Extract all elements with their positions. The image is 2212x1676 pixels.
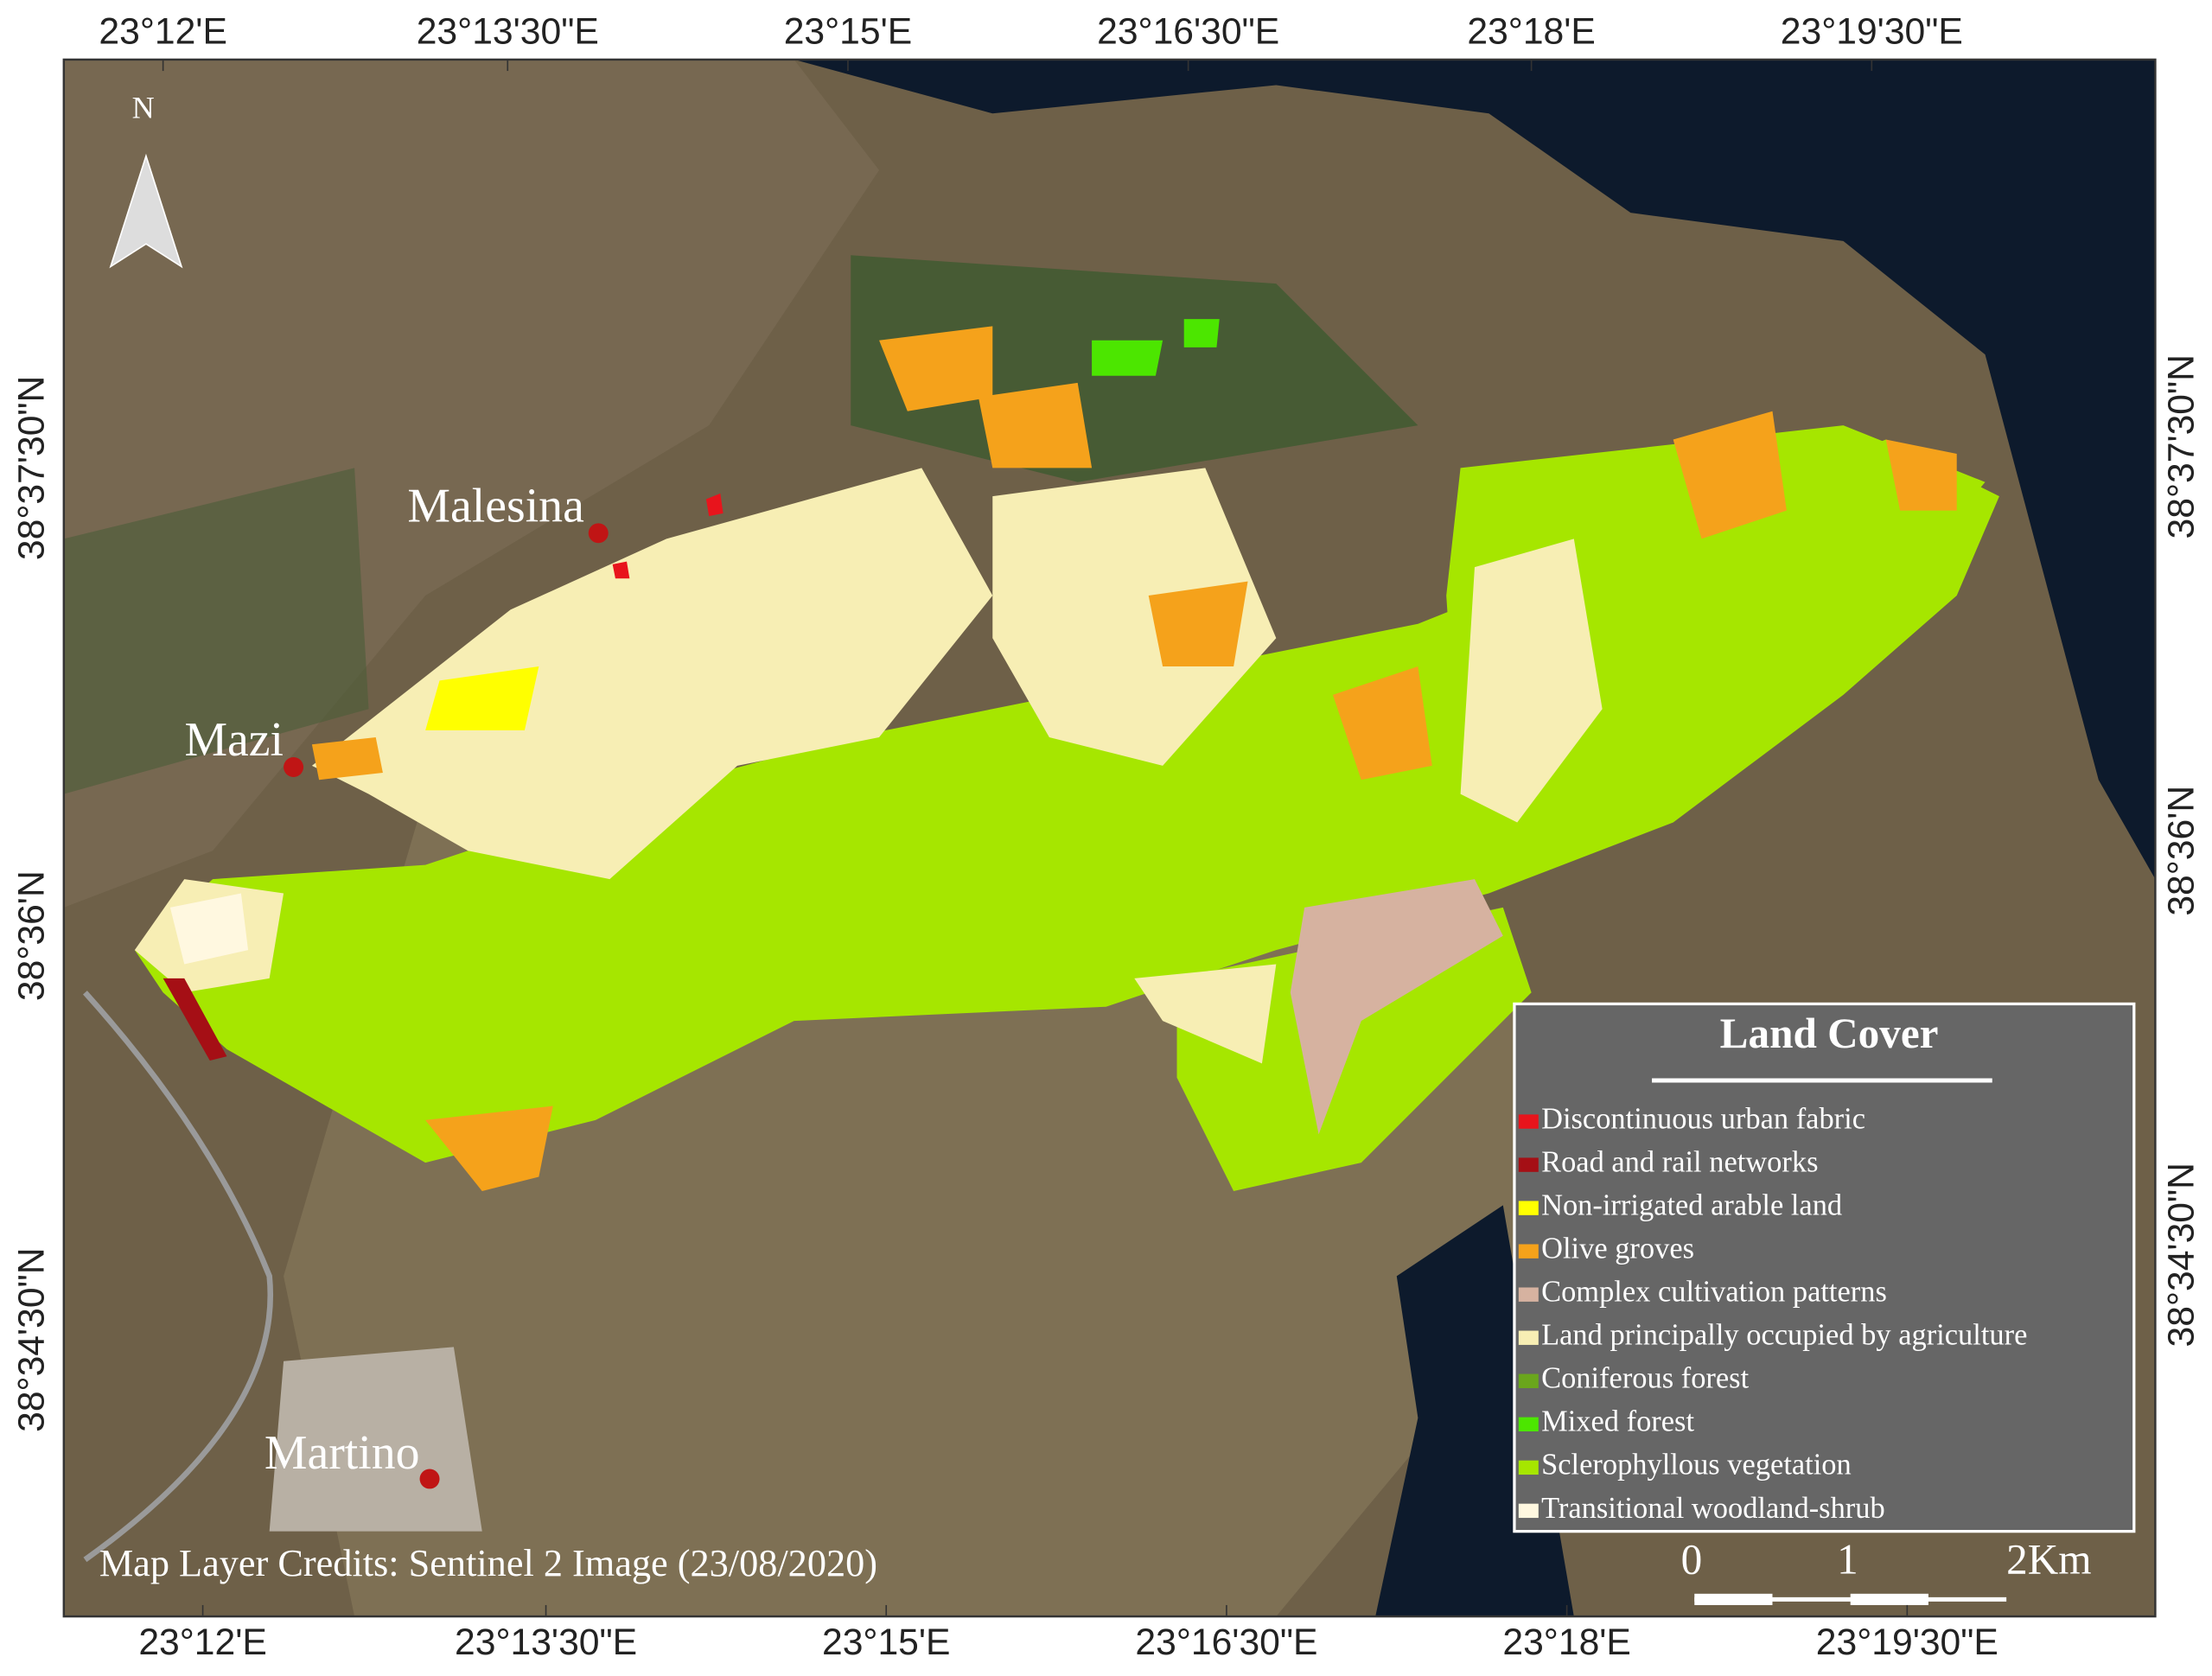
legend-label: Non-irrigated arable land [1541, 1189, 1842, 1222]
right-coord-label: 38°37'30"N [2160, 354, 2202, 538]
legend-swatch [1518, 1114, 1539, 1129]
complex-cultivation-area [1290, 879, 1503, 1135]
agriculture-area [311, 468, 993, 880]
legend-label: Transitional woodland-shrub [1541, 1492, 1885, 1525]
legend-label: Sclerophyllous vegetation [1541, 1449, 1852, 1482]
legend: Land Cover Discontinuous urban fabric Roa… [1513, 1002, 2136, 1533]
olive-area [1885, 439, 1957, 511]
scale-label: 0 [1681, 1536, 1703, 1584]
sea [794, 59, 2156, 880]
legend-label: Mixed forest [1541, 1405, 1694, 1438]
scale-bar-segment [1694, 1593, 1773, 1605]
legend-swatch [1518, 1287, 1539, 1302]
credits: Map Layer Credits: Sentinel 2 Image (23/… [99, 1542, 877, 1584]
olive-area [978, 382, 1093, 468]
place-label: Mazi [184, 713, 284, 767]
mixed-forest-area [1092, 340, 1163, 376]
top-coord-label: 23°13'30"E [417, 11, 599, 53]
scale-bar-segment [1850, 1593, 1928, 1605]
scale-label: 2Km [2006, 1536, 2091, 1584]
mixed-forest-area [1183, 319, 1220, 347]
legend-title: Land Cover [1720, 1010, 1939, 1057]
transitional-area [169, 893, 249, 965]
legend-swatch [1518, 1417, 1539, 1432]
legend-label: Complex cultivation patterns [1541, 1276, 1887, 1309]
bottom-coord-label: 23°15'E [822, 1622, 950, 1663]
bottom-coord-label: 23°18'E [1502, 1622, 1631, 1663]
top-coord-label: 23°12'E [99, 11, 227, 53]
north-label: N [132, 90, 155, 124]
legend-label: Land principally occupied by agriculture [1541, 1319, 2027, 1352]
top-coord-label: 23°16'30"E [1097, 11, 1279, 53]
legend-swatch [1518, 1503, 1539, 1519]
olive-area [425, 1106, 553, 1191]
left-coord-label: 38°34'30"N [11, 1247, 53, 1431]
road-area [163, 978, 227, 1061]
legend-label: Road and rail networks [1541, 1146, 1818, 1179]
agriculture-area [992, 468, 1277, 766]
urban-area [612, 561, 630, 579]
left-coord-label: 38°37'30"N [11, 376, 53, 560]
bottom-coord-label: 23°16'30"E [1135, 1622, 1317, 1663]
legend-swatch [1518, 1157, 1539, 1172]
right-coord-label: 38°34'30"N [2160, 1163, 2202, 1347]
urban-area [705, 493, 724, 517]
place-label: Martino [265, 1426, 420, 1480]
legend-swatch [1518, 1201, 1539, 1215]
legend-swatch [1518, 1373, 1539, 1388]
bottom-coord-label: 23°12'E [138, 1622, 267, 1663]
legend-label: Coniferous forest [1541, 1362, 1749, 1395]
olive-area [1673, 411, 1787, 539]
forest-area [63, 468, 369, 794]
road [82, 991, 273, 1563]
bottom-coord-label: 23°13'30"E [455, 1622, 637, 1663]
olive-area [879, 326, 993, 411]
agriculture-area [1134, 964, 1277, 1064]
place-label: Malesina [407, 479, 583, 532]
scale-label: 1 [1837, 1536, 1858, 1584]
legend-swatch [1518, 1330, 1539, 1345]
agriculture-area [1460, 538, 1603, 823]
bottom-coord-label: 23°19'30"E [1816, 1622, 1998, 1663]
north-arrow [109, 153, 183, 269]
left-coord-label: 38°36'N [11, 870, 53, 1001]
top-coord-label: 23°15'E [784, 11, 913, 53]
legend-swatch [1518, 1244, 1539, 1259]
map-border [62, 58, 2157, 1618]
top-coord-label: 23°18'E [1467, 11, 1596, 53]
legend-label: Olive groves [1541, 1233, 1694, 1265]
legend-box [1513, 1002, 2136, 1533]
legend-swatch [1518, 1460, 1539, 1475]
arable-area [425, 666, 539, 730]
place-dot [284, 756, 304, 777]
olive-area [1332, 666, 1432, 781]
olive-area [311, 737, 383, 781]
olive-area [1148, 581, 1248, 667]
right-coord-label: 38°36'N [2160, 786, 2202, 916]
place-dot [419, 1469, 440, 1489]
top-coord-label: 23°19'30"E [1781, 11, 1963, 53]
place-dot [588, 523, 609, 544]
legend-label: Discontinuous urban fabric [1541, 1102, 1865, 1135]
